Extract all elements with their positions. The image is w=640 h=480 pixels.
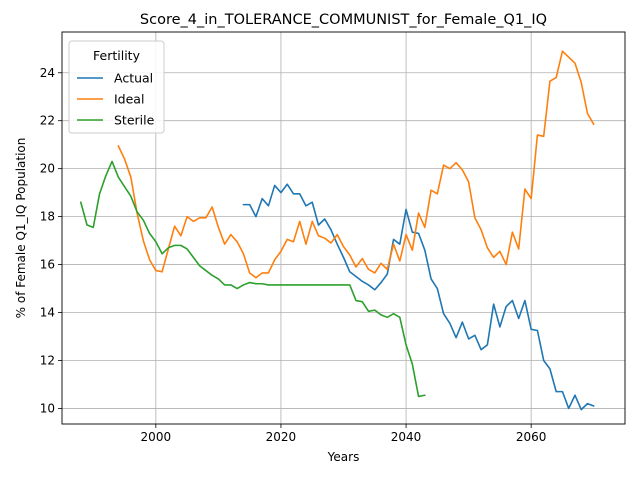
legend-entry-sterile: Sterile — [114, 113, 155, 128]
y-tick-label: 22 — [40, 114, 55, 128]
y-tick-label: 24 — [40, 66, 55, 80]
x-axis-ticks: 2000 2020 2040 2060 — [141, 424, 547, 444]
x-tick-label: 2040 — [391, 430, 422, 444]
y-tick-label: 14 — [40, 306, 55, 320]
y-axis-ticks: 10 12 14 16 18 20 22 24 — [40, 66, 62, 415]
y-tick-label: 12 — [40, 353, 55, 367]
chart-title: Score_4_in_TOLERANCE_COMMUNIST_for_Femal… — [140, 12, 547, 28]
series-lines — [79, 50, 595, 411]
legend-title: Fertility — [93, 48, 141, 63]
plot-frame — [61, 31, 626, 425]
y-axis-label: % of Female Q1_IQ Population — [14, 138, 28, 319]
series-line-actual — [242, 183, 595, 411]
x-axis-label: Years — [327, 450, 360, 464]
x-tick-label: 2020 — [266, 430, 297, 444]
y-tick-label: 10 — [40, 401, 55, 415]
x-tick-label: 2000 — [141, 430, 172, 444]
legend-box — [68, 40, 165, 134]
y-tick-label: 20 — [40, 162, 55, 176]
series-line-ideal — [117, 50, 595, 279]
x-tick-label: 2060 — [516, 430, 547, 444]
legend-entry-ideal: Ideal — [114, 92, 144, 107]
series-line-sterile — [79, 160, 426, 398]
y-tick-label: 18 — [40, 210, 55, 224]
y-tick-label: 16 — [40, 258, 55, 272]
legend: Fertility Actual Ideal Sterile — [68, 40, 165, 134]
legend-entry-actual: Actual — [114, 71, 153, 86]
